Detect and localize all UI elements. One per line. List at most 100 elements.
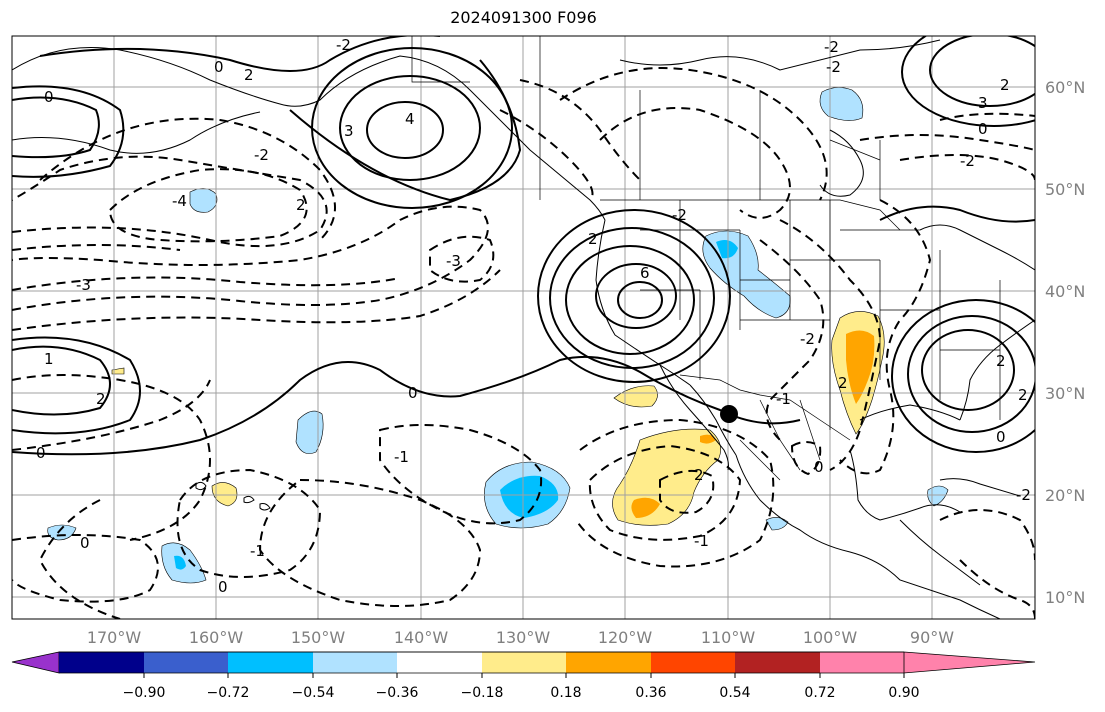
contour-neg-south-2 bbox=[38, 499, 121, 619]
lon-label-150w: 150°W bbox=[291, 628, 346, 647]
colorbar-extend-low bbox=[11, 651, 60, 674]
contour-label: -2 bbox=[960, 152, 975, 170]
contour-label: 0 bbox=[214, 58, 224, 76]
contour-pos-west bbox=[12, 345, 111, 416]
contour-ridge-east-2 bbox=[907, 315, 1035, 433]
contour-label: 2 bbox=[96, 390, 106, 408]
station-dot bbox=[720, 405, 738, 423]
contour-label: 0 bbox=[978, 120, 988, 138]
lat-label-50n: 50°N bbox=[1045, 180, 1085, 199]
colorbar-segment bbox=[482, 652, 566, 673]
shade-blue-gulf bbox=[765, 517, 789, 531]
contour-neg-mexico-1 bbox=[588, 444, 742, 541]
lat-label-10n: 10°N bbox=[1045, 588, 1085, 607]
coastline-arctic bbox=[619, 39, 941, 71]
border-ak-canada bbox=[411, 36, 470, 83]
coastline-florida bbox=[959, 319, 1035, 421]
border-state bbox=[640, 200, 1001, 430]
contour-label: 2 bbox=[588, 230, 598, 248]
contour-ridge-ne-1 bbox=[929, 36, 1035, 107]
contour-neg-pacific-2 bbox=[12, 269, 501, 331]
contour-label: -2 bbox=[672, 206, 687, 224]
coastline-baja-inner bbox=[689, 384, 737, 456]
contour-ridge-west-5 bbox=[617, 281, 663, 319]
contour-neg-west-big bbox=[12, 374, 211, 541]
political-borders bbox=[411, 36, 1001, 481]
lon-label-130w: 130°W bbox=[496, 628, 551, 647]
colorbar-segment bbox=[59, 652, 144, 673]
lon-label-120w: 120°W bbox=[598, 628, 653, 647]
contour-neg-midwest-2 bbox=[759, 239, 825, 441]
contour-label: 2 bbox=[1018, 386, 1028, 404]
coastline-central-am bbox=[899, 519, 981, 586]
coastline-mexico bbox=[735, 454, 1001, 619]
contour-label: 2 bbox=[1000, 76, 1010, 94]
contour-neg-mexico-3 bbox=[575, 418, 775, 568]
contour-neg-east-3 bbox=[939, 112, 1035, 121]
contour-neg-north-2 bbox=[39, 117, 336, 241]
contour-neg-trough-main bbox=[599, 107, 791, 219]
shade-orange-mex2 bbox=[700, 434, 716, 444]
contour-neg-se-2 bbox=[959, 559, 1035, 619]
contour-label: -1 bbox=[776, 390, 791, 408]
lon-label-90w: 90°W bbox=[910, 628, 954, 647]
lon-label-140w: 140°W bbox=[394, 628, 449, 647]
colorbar-segment bbox=[735, 652, 820, 673]
contour-ridge-ne-2 bbox=[901, 36, 1035, 127]
map-title: 2024091300 F096 bbox=[450, 8, 597, 27]
colorbar-tick-label: 0.36 bbox=[635, 685, 666, 701]
contour-label: 6 bbox=[640, 264, 650, 282]
colorbar-tick-label: −0.72 bbox=[207, 685, 250, 701]
contour-pos-fw-2 bbox=[12, 85, 125, 178]
contour-label: -3 bbox=[446, 252, 461, 270]
contour-label: -1 bbox=[250, 542, 265, 560]
contour-gulf-alaska-1 bbox=[366, 101, 444, 159]
shade-yellow-small bbox=[111, 367, 125, 375]
coastlines bbox=[12, 39, 1035, 619]
shade-blue-cuba bbox=[927, 485, 949, 507]
contour-label: 2 bbox=[244, 66, 254, 84]
colorbar-segment bbox=[820, 652, 904, 673]
contour-ridge-west-3 bbox=[537, 209, 731, 383]
contour-label: 3 bbox=[344, 122, 354, 140]
lat-label-30n: 30°N bbox=[1045, 384, 1085, 403]
contour-label: 0 bbox=[996, 428, 1006, 446]
contour-label: -2 bbox=[336, 36, 351, 54]
coastline-greatlakes bbox=[919, 224, 1035, 271]
gridlines bbox=[12, 36, 1035, 619]
contour-label: -3 bbox=[76, 276, 91, 294]
contour-label: 0 bbox=[80, 534, 90, 552]
coastline-alaska bbox=[12, 47, 606, 221]
contour-ridge-nw bbox=[39, 36, 522, 202]
colorbar-segment bbox=[313, 652, 397, 673]
contour-neg-gulf-low bbox=[429, 235, 495, 283]
contour-neg-pacific-3 bbox=[12, 276, 401, 291]
contour-label: 3 bbox=[978, 94, 988, 112]
contour-pos-west-2 bbox=[12, 336, 141, 435]
contour-labels: 0 2 -2 4 3 -4 -2 2 -3 -3 1 2 0 6 2 0 -1 … bbox=[36, 36, 1031, 596]
border-us-canada bbox=[600, 199, 901, 231]
contour-label: -2 bbox=[1016, 486, 1031, 504]
hawaii-island bbox=[243, 495, 255, 504]
contour-label: 0 bbox=[408, 384, 418, 402]
coastline-aleutian bbox=[12, 111, 261, 154]
coastline-gulf bbox=[849, 449, 961, 521]
colorbar-extend-high bbox=[903, 651, 1036, 674]
shade-blue-nw bbox=[189, 188, 218, 213]
shade-orange-mex bbox=[631, 497, 660, 518]
contour-ridge-east-3 bbox=[891, 299, 1035, 453]
coastline-baja bbox=[659, 364, 729, 471]
contour-neg-central-2 bbox=[258, 478, 482, 607]
shade-blue-west bbox=[295, 410, 324, 454]
contour-label: 4 bbox=[405, 110, 415, 128]
contour-neg-mexico-2 bbox=[659, 469, 715, 514]
contour-label: 1 bbox=[44, 350, 54, 368]
contour-neg-se bbox=[939, 509, 1035, 561]
colorbar-tick-label: −0.90 bbox=[123, 685, 166, 701]
contour-label: 2 bbox=[996, 352, 1006, 370]
lat-label-40n: 40°N bbox=[1045, 282, 1085, 301]
colorbar-tick-label: 0.18 bbox=[550, 685, 581, 701]
contour-neg-zero-south bbox=[12, 379, 211, 451]
contour-ridge-east-1 bbox=[921, 329, 1015, 411]
